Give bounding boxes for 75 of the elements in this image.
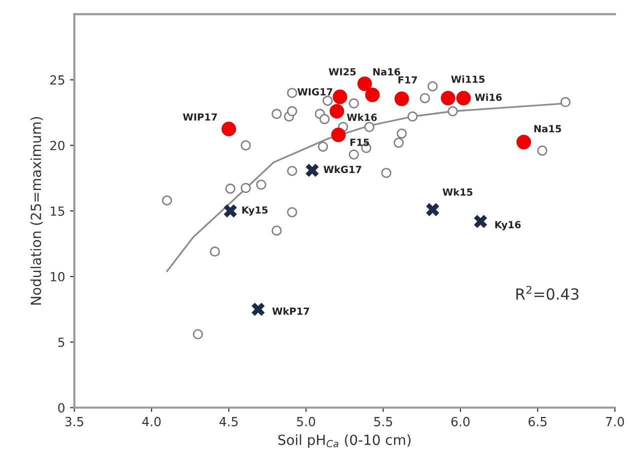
annotation: Wi16	[474, 93, 502, 101]
point	[272, 226, 282, 236]
annotation: WkP17	[272, 307, 310, 315]
x-tick-label: 7.0	[606, 416, 624, 426]
point	[318, 142, 328, 152]
point	[221, 122, 236, 136]
annotation: WkG17	[324, 166, 362, 174]
x-tick-label: 3.5	[65, 416, 84, 426]
point	[272, 108, 282, 119]
point	[348, 98, 359, 108]
point	[560, 96, 571, 108]
annotation: F17	[398, 76, 417, 84]
point	[357, 76, 372, 92]
annotation: Na16	[373, 68, 400, 76]
point	[287, 207, 298, 218]
point	[364, 122, 374, 132]
y-tick-label: 0	[58, 403, 64, 413]
point	[319, 114, 330, 124]
point	[322, 96, 333, 106]
y-axis-title: Nodulation (25=maximum)	[30, 117, 43, 305]
point	[224, 204, 237, 218]
x-tick-label: 6.0	[451, 416, 470, 426]
annotation: Wi115	[451, 75, 485, 83]
point	[537, 146, 548, 156]
point	[240, 140, 251, 150]
point	[426, 203, 440, 216]
point	[394, 138, 404, 148]
y-tick-label: 15	[50, 206, 64, 216]
point	[394, 92, 410, 106]
point	[348, 149, 359, 160]
point	[420, 93, 430, 104]
annotation: Wk16	[346, 114, 377, 122]
point	[162, 195, 172, 206]
point	[287, 106, 298, 116]
x-tick-label: 6.5	[528, 416, 547, 426]
x-axis-title: Soil pH$_{Ca}$ (0-10 cm)	[278, 434, 411, 448]
point	[240, 182, 251, 194]
x-tick-label: 4.0	[142, 416, 161, 426]
x-tick-label: 5.0	[297, 416, 316, 426]
annotation: Na15	[534, 125, 562, 132]
point	[396, 128, 407, 139]
point	[306, 164, 319, 177]
annotation: Ky15	[242, 206, 268, 216]
point	[192, 329, 203, 340]
point	[225, 184, 236, 194]
annotation: Wk15	[442, 188, 472, 196]
x-tick-label: 5.5	[374, 417, 392, 426]
point	[330, 104, 344, 119]
point	[331, 128, 346, 142]
point	[287, 166, 298, 176]
point	[456, 90, 471, 106]
point	[516, 134, 532, 150]
annotation: R$^{2}$=0.43	[516, 286, 578, 300]
point	[448, 106, 458, 116]
x-tick-label: 4.5	[219, 417, 238, 426]
point	[474, 214, 488, 228]
annotation: F15	[350, 138, 370, 146]
point	[365, 88, 380, 102]
annotation: Ky16	[495, 220, 521, 230]
point	[381, 168, 392, 178]
point	[332, 90, 348, 104]
annotation: WIP17	[182, 113, 217, 121]
point	[428, 81, 438, 92]
y-tick-label: 10	[50, 272, 64, 282]
y-tick-label: 5	[58, 338, 64, 347]
y-tick-label: 20	[50, 140, 64, 150]
point	[440, 90, 456, 106]
point	[252, 302, 265, 316]
point	[210, 246, 220, 257]
annotation: WIG17	[297, 88, 332, 96]
y-tick-label: 25	[50, 75, 64, 85]
point	[287, 88, 298, 98]
point	[256, 180, 266, 190]
point	[407, 111, 418, 122]
annotation: WI25	[328, 68, 356, 76]
